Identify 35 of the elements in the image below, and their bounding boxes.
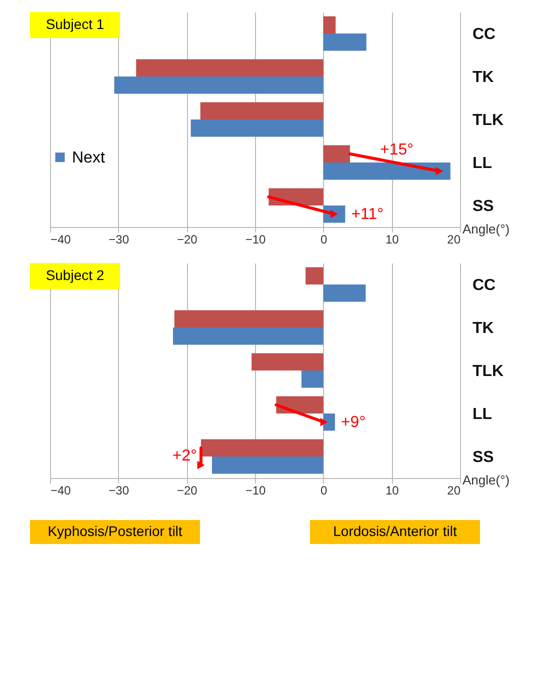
y-tick-label: CC — [472, 277, 496, 294]
chart-title: Subject 2 — [46, 267, 104, 283]
text: Kyphosis/Posterior tilt — [48, 523, 182, 539]
x-axis-title: Angle(°) — [462, 472, 510, 488]
annotation: +11° — [351, 206, 384, 224]
x-axis-title: Angle(°) — [462, 222, 510, 236]
x-tick-label: −20 — [176, 484, 198, 498]
x-tick-label: −40 — [50, 484, 72, 498]
x-tick-label: −40 — [50, 232, 72, 246]
annotation: +2° — [172, 448, 198, 465]
legend-label: Next — [72, 149, 106, 166]
annotation: +15° — [380, 142, 414, 159]
x-tick-label: −10 — [245, 484, 266, 498]
x-tick-label: −20 — [176, 232, 198, 246]
y-tick-label: TK — [472, 320, 494, 337]
x-tick-label: 10 — [385, 484, 400, 498]
x-tick-label: 10 — [385, 232, 400, 246]
y-tick-label: LL — [472, 406, 492, 423]
x-tick-label: 20 — [447, 484, 461, 498]
y-tick-label: LL — [472, 155, 492, 172]
x-tick-label: −30 — [108, 232, 130, 246]
text: Lordosis/Anterior tilt — [333, 523, 457, 539]
y-tick-label: SS — [472, 449, 494, 466]
x-tick-label: 0 — [320, 484, 328, 498]
y-tick-label: CC — [472, 26, 496, 43]
x-tick-label: −30 — [108, 484, 130, 498]
y-tick-label: TLK — [472, 363, 504, 380]
annotation: +9° — [340, 414, 366, 432]
x-tick-label: −10 — [245, 232, 266, 246]
x-tick-label: 20 — [447, 232, 461, 246]
y-tick-label: TK — [472, 69, 494, 86]
x-tick-label: 0 — [320, 232, 328, 246]
chart-title: Subject 1 — [46, 16, 104, 32]
y-tick-label: TLK — [472, 112, 504, 129]
y-tick-label: SS — [472, 198, 494, 215]
